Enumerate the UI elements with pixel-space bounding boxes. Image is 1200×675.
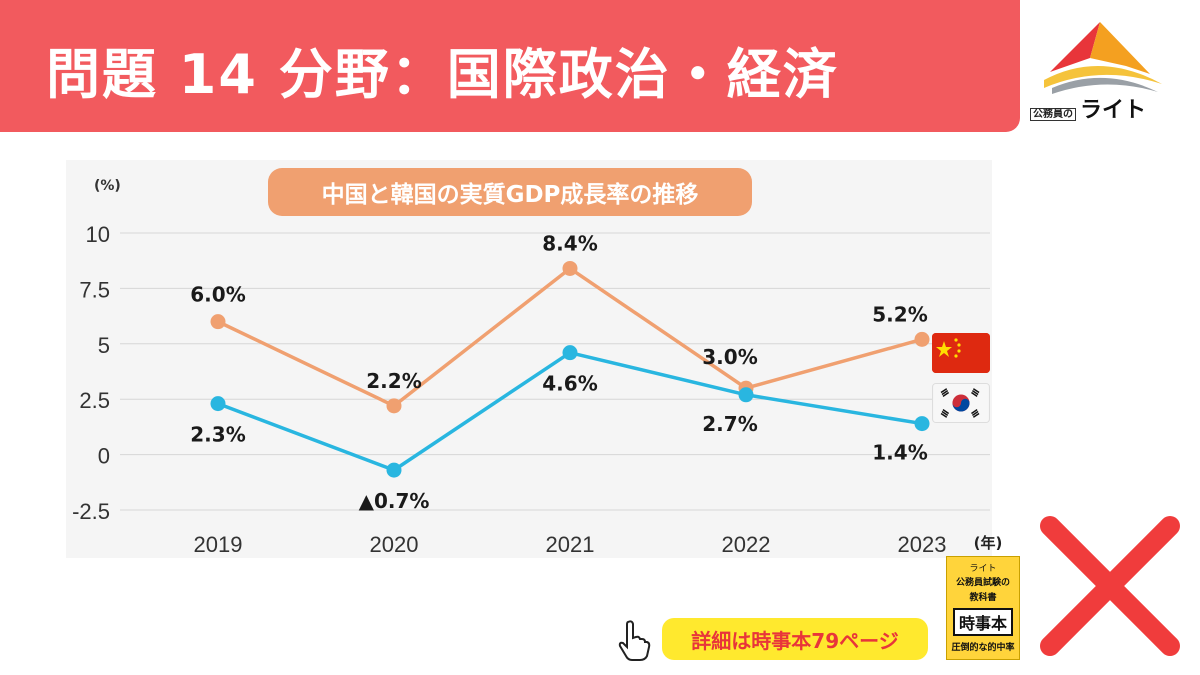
book-title-line2: 教科書 bbox=[969, 593, 997, 603]
x-tick-label: 2022 bbox=[722, 532, 771, 557]
book-main-title: 時事本 bbox=[953, 608, 1013, 636]
data-label-korea: 1.4% bbox=[872, 441, 927, 465]
logo-small-text: 公務員の bbox=[1030, 108, 1076, 121]
y-axis-unit: (%) bbox=[94, 178, 121, 194]
book-title-line1: 公務員試験の bbox=[955, 578, 1010, 588]
data-label-china: 3.0% bbox=[702, 345, 757, 369]
y-tick-label: 7.5 bbox=[79, 277, 110, 302]
book-brand: ライト bbox=[969, 564, 997, 574]
page-title: 問題 14 分野：国際政治・経済 bbox=[46, 43, 839, 106]
korea-flag-icon bbox=[932, 383, 990, 423]
x-tick-label: 2023 bbox=[898, 532, 947, 557]
data-point bbox=[386, 462, 402, 478]
x-axis-unit: (年) bbox=[974, 534, 1003, 552]
data-label-korea: ▲0.7% bbox=[359, 489, 430, 513]
y-tick-label: 5 bbox=[98, 333, 110, 358]
data-point bbox=[210, 314, 226, 330]
data-label-china: 8.4% bbox=[542, 231, 597, 255]
detail-note: 詳細は時事本79ページ bbox=[662, 618, 928, 660]
chart-panel bbox=[66, 160, 992, 558]
data-point bbox=[386, 398, 402, 414]
data-label-korea: 4.6% bbox=[542, 372, 597, 396]
brand-logo-icon bbox=[1044, 22, 1162, 94]
y-tick-label: 2.5 bbox=[79, 388, 110, 413]
data-label-korea: 2.3% bbox=[190, 423, 245, 447]
logo-brand-text: ライト bbox=[1080, 98, 1147, 123]
pointing-hand-icon bbox=[618, 620, 651, 661]
data-label-korea: 2.7% bbox=[702, 412, 757, 436]
header-bar: 問題 14 分野：国際政治・経済 bbox=[0, 0, 1020, 132]
data-point bbox=[210, 396, 226, 412]
book-bottom-text: 圧倒的な的中率 bbox=[951, 643, 1015, 653]
brand-logo-text: 公務員の ライト bbox=[1030, 92, 1190, 124]
x-tick-label: 2020 bbox=[370, 532, 419, 557]
data-point bbox=[914, 331, 930, 347]
data-point bbox=[562, 345, 578, 361]
y-tick-label: 10 bbox=[86, 222, 110, 247]
chart-title: 中国と韓国の実質GDP成長率の推移 bbox=[268, 168, 752, 216]
y-tick-label: 0 bbox=[98, 444, 110, 469]
y-tick-label: -2.5 bbox=[72, 499, 110, 524]
data-label-china: 2.2% bbox=[366, 369, 421, 393]
red-cross-icon bbox=[1040, 516, 1180, 656]
x-tick-label: 2021 bbox=[546, 532, 595, 557]
x-tick-label: 2019 bbox=[194, 532, 243, 557]
data-label-china: 6.0% bbox=[190, 283, 245, 307]
data-point bbox=[562, 260, 578, 276]
data-point bbox=[914, 416, 930, 432]
data-label-china: 5.2% bbox=[872, 302, 927, 326]
data-point bbox=[738, 387, 754, 403]
china-flag-icon bbox=[932, 333, 990, 373]
jijibon-book-cover: ライト 公務員試験の 教科書 時事本 圧倒的な的中率 bbox=[946, 556, 1020, 660]
